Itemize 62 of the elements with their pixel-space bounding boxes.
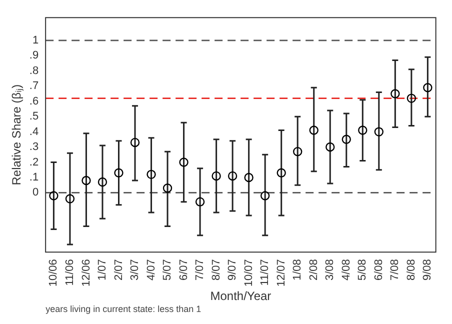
x-tick-label: 1/07	[96, 259, 109, 280]
point	[309, 126, 318, 135]
point	[390, 89, 400, 98]
x-tick-label: 6/08	[372, 259, 385, 280]
y-tick-label: 1	[32, 34, 39, 46]
point	[212, 171, 221, 181]
y-tick-label: .8	[29, 64, 39, 77]
point	[260, 191, 270, 200]
x-tick-label: 5/07	[162, 259, 174, 280]
x-tick-label: 6/07	[178, 259, 190, 280]
point	[228, 171, 238, 181]
point	[326, 142, 335, 152]
x-tick-label: 9/08	[422, 259, 434, 280]
y-tick-label: 0	[32, 186, 39, 199]
y-tick-label: .9	[29, 50, 39, 62]
x-tick-label: 1/08	[292, 259, 304, 280]
point	[276, 168, 286, 178]
point	[82, 176, 91, 186]
x-tick-label: 3/08	[324, 259, 336, 280]
x-tick-label: 10/07	[242, 259, 255, 287]
point	[146, 170, 156, 180]
point	[65, 194, 75, 204]
y-tick-label: .3	[29, 141, 39, 154]
x-tick-label: 2/08	[308, 259, 320, 280]
point	[162, 184, 172, 193]
x-tick-label: 10/06	[48, 259, 60, 287]
x-tick-label: 12/07	[275, 259, 288, 287]
x-tick-label: 7/08	[389, 259, 402, 280]
point	[358, 126, 368, 135]
point	[49, 191, 58, 200]
x-tick-label: 9/07	[226, 259, 239, 280]
x-tick-label: 12/06	[80, 259, 92, 287]
y-tick-label: .7	[29, 80, 39, 92]
point	[374, 127, 384, 136]
x-tick-label: 8/08	[405, 259, 418, 280]
x-tick-label: 11/06	[64, 259, 76, 286]
x-tick-label: 4/07	[145, 259, 158, 280]
point	[293, 146, 302, 156]
y-axis-title: Relative Share (βᵢⱼ)	[10, 84, 24, 186]
point	[244, 172, 254, 182]
y-tick-label: .6	[29, 95, 39, 108]
x-tick-label: 5/08	[356, 259, 369, 280]
x-tick-label: 3/07	[129, 259, 142, 280]
point	[423, 83, 432, 92]
y-tick-label: .4	[29, 126, 39, 138]
point	[195, 197, 205, 206]
point	[98, 177, 108, 187]
point	[130, 138, 140, 148]
y-tick-label: .2	[29, 156, 39, 168]
x-tick-label: 8/07	[210, 259, 222, 280]
y-tick-label: .1	[29, 172, 39, 184]
x-tick-label: 11/07	[259, 259, 272, 286]
y-tick-label: .5	[29, 110, 39, 123]
point	[179, 158, 188, 167]
x-axis-title: Month/Year	[210, 289, 272, 304]
x-tick-label: 2/07	[112, 259, 125, 280]
text: years living in current state: less than 1	[46, 304, 202, 314]
point	[114, 168, 124, 178]
x-tick-label: 4/08	[340, 259, 352, 280]
x-tick-label: 7/07	[194, 259, 206, 280]
point	[342, 134, 351, 144]
point	[406, 94, 416, 103]
